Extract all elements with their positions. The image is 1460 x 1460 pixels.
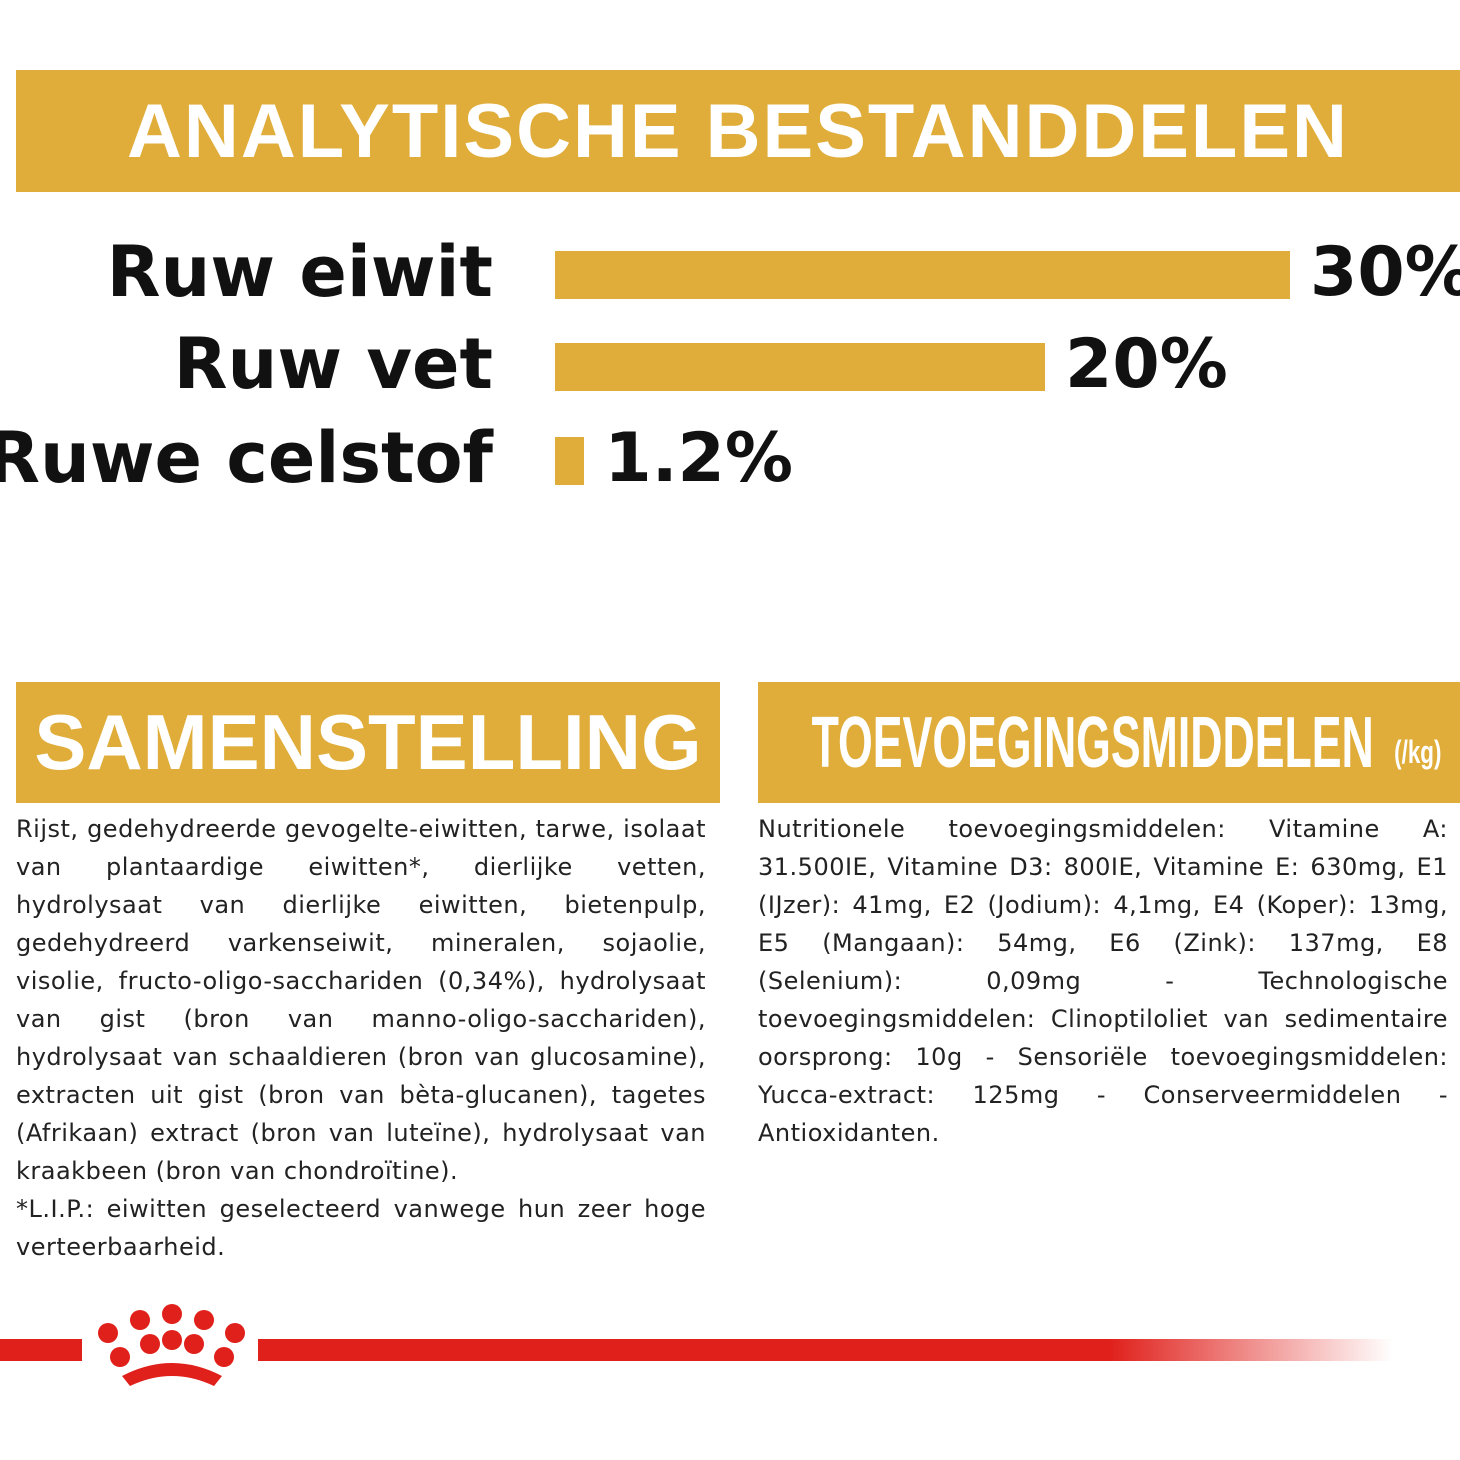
paragraph: Rijst, gedehydreerde gevogelte-eiwitten,… <box>16 815 706 1185</box>
section-body: Rijst, gedehydreerde gevogelte-eiwitten,… <box>16 810 706 1266</box>
value-label: 30% <box>1310 233 1460 312</box>
category-label: Ruw eiwit <box>106 231 493 313</box>
bar <box>555 343 1045 391</box>
section-title-suffix: (/kg) <box>1393 734 1442 770</box>
section-title: SAMENSTELLING <box>16 682 720 803</box>
value-label: 1.2% <box>604 419 793 498</box>
footer-line <box>0 1339 82 1361</box>
bar <box>555 251 1290 299</box>
chart-title: ANALYTISCHE BESTANDDELEN <box>16 70 1460 192</box>
category-label: Ruwe celstof <box>0 417 493 499</box>
crown-logo <box>98 1304 245 1386</box>
brand-footer <box>0 1304 1393 1386</box>
footer-line <box>258 1339 1393 1361</box>
value-label: 20% <box>1065 325 1228 404</box>
paragraph: Nutritionele toevoegingsmiddelen: Vitami… <box>758 815 1448 1147</box>
paragraph: *L.I.P.: eiwitten geselecteerd vanwege h… <box>16 1195 706 1261</box>
section-title: TOEVOEGINGSMIDDELEN <box>811 702 1374 783</box>
bar <box>555 437 585 485</box>
section-header: TOEVOEGINGSMIDDELEN (/kg) <box>758 682 1460 803</box>
section-body: Nutritionele toevoegingsmiddelen: Vitami… <box>758 810 1448 1152</box>
category-label: Ruw vet <box>173 323 493 405</box>
